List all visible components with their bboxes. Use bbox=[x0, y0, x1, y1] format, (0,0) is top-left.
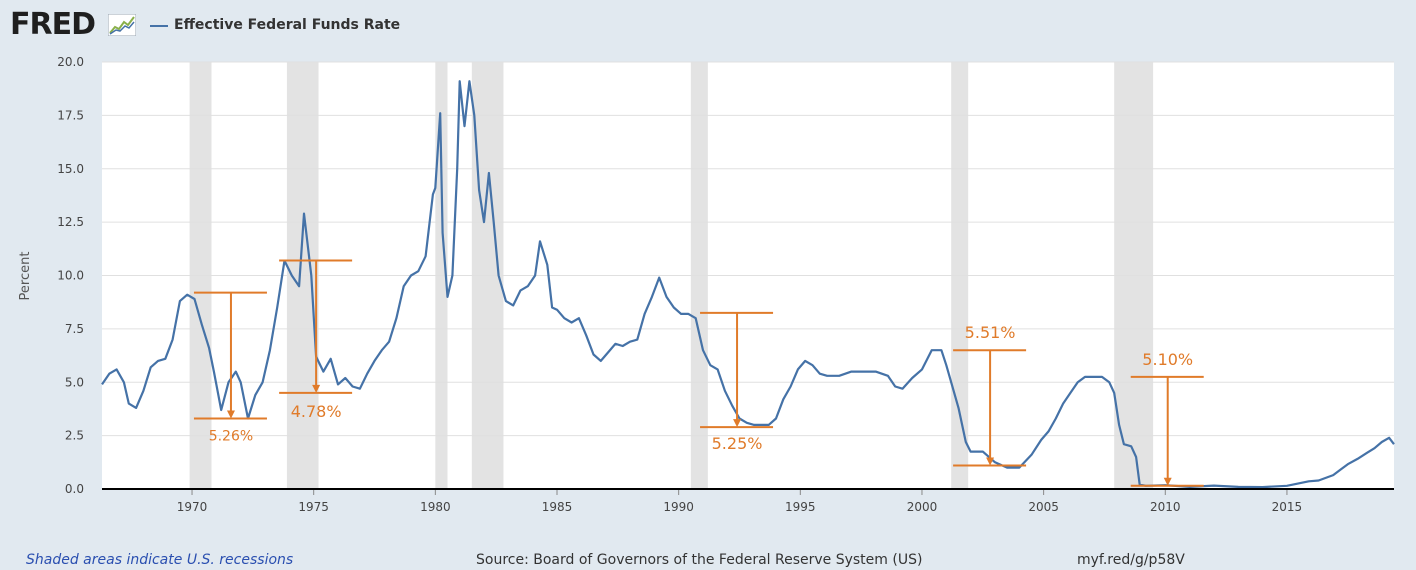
x-axis-ticks: 1970 1975 1980 1985 1990 1995 2000 2005 2010 2015 bbox=[177, 489, 1302, 514]
y-tick-label: 0.0 bbox=[65, 482, 84, 496]
x-tick-label: 2015 bbox=[1272, 500, 1303, 514]
source-note: Source: Board of Governors of the Federa… bbox=[476, 552, 923, 568]
x-tick-label: 1970 bbox=[177, 500, 208, 514]
annotation-label: 5.26% bbox=[209, 429, 253, 445]
y-tick-label: 17.5 bbox=[57, 108, 84, 122]
annotation-arrowhead bbox=[1163, 477, 1172, 486]
logo-graph-icon bbox=[108, 14, 136, 36]
y-tick-label: 2.5 bbox=[65, 429, 84, 443]
short-url-link[interactable]: myf.red/g/p58V bbox=[1077, 552, 1185, 568]
fred-logo[interactable]: FRED bbox=[10, 7, 96, 42]
annotation-arrowhead bbox=[226, 410, 235, 419]
legend-line-swatch bbox=[150, 25, 168, 27]
annotation-label: 5.10% bbox=[1142, 350, 1193, 369]
y-tick-label: 7.5 bbox=[65, 322, 84, 336]
legend-series-label[interactable]: Effective Federal Funds Rate bbox=[174, 17, 401, 33]
annotation-drop-1: 4.78% bbox=[279, 259, 353, 421]
x-tick-label: 2000 bbox=[907, 500, 938, 514]
annotation-drop-2: 5.25% bbox=[700, 311, 774, 453]
y-tick-label: 20.0 bbox=[57, 55, 84, 69]
x-tick-label: 1975 bbox=[298, 500, 329, 514]
y-tick-label: 12.5 bbox=[57, 215, 84, 229]
y-axis-ticks: 0.0 2.5 5.0 7.5 10.0 12.5 15.0 17.5 20.0 bbox=[57, 55, 84, 496]
x-tick-label: 2010 bbox=[1150, 500, 1181, 514]
x-tick-label: 1980 bbox=[420, 500, 451, 514]
annotation-label: 4.78% bbox=[291, 402, 342, 421]
x-tick-label: 1985 bbox=[542, 500, 573, 514]
recession-note: Shaded areas indicate U.S. recessions bbox=[26, 552, 294, 568]
series-line-fed-funds[interactable] bbox=[101, 80, 1395, 489]
annotation-drop-0: 5.26% bbox=[193, 291, 267, 445]
x-tick-label: 1990 bbox=[663, 500, 694, 514]
annotation-label: 5.51% bbox=[965, 323, 1016, 342]
annotation-arrowhead bbox=[986, 457, 995, 466]
x-tick-label: 2005 bbox=[1028, 500, 1059, 514]
annotations: 5.26% 4.78% 5.25% 5.51% 5.10% bbox=[193, 259, 1204, 487]
annotation-label: 5.25% bbox=[712, 434, 763, 453]
chart-header: FRED Effective Federal Funds Rate bbox=[0, 0, 1416, 52]
annotation-drop-4: 5.10% bbox=[1130, 350, 1204, 487]
annotation-arrowhead bbox=[312, 384, 321, 393]
annotation-arrowhead bbox=[733, 419, 742, 428]
gridlines bbox=[102, 61, 1394, 437]
y-tick-label: 15.0 bbox=[57, 162, 84, 176]
y-axis-label: Percent bbox=[18, 252, 33, 301]
annotation-drop-3: 5.51% bbox=[953, 323, 1027, 467]
y-tick-label: 10.0 bbox=[57, 269, 84, 283]
x-tick-label: 1995 bbox=[785, 500, 816, 514]
y-tick-label: 5.0 bbox=[65, 375, 84, 389]
line-chart: 0.02.55.07.510.012.515.017.520.0 1970 197… bbox=[18, 55, 1395, 514]
